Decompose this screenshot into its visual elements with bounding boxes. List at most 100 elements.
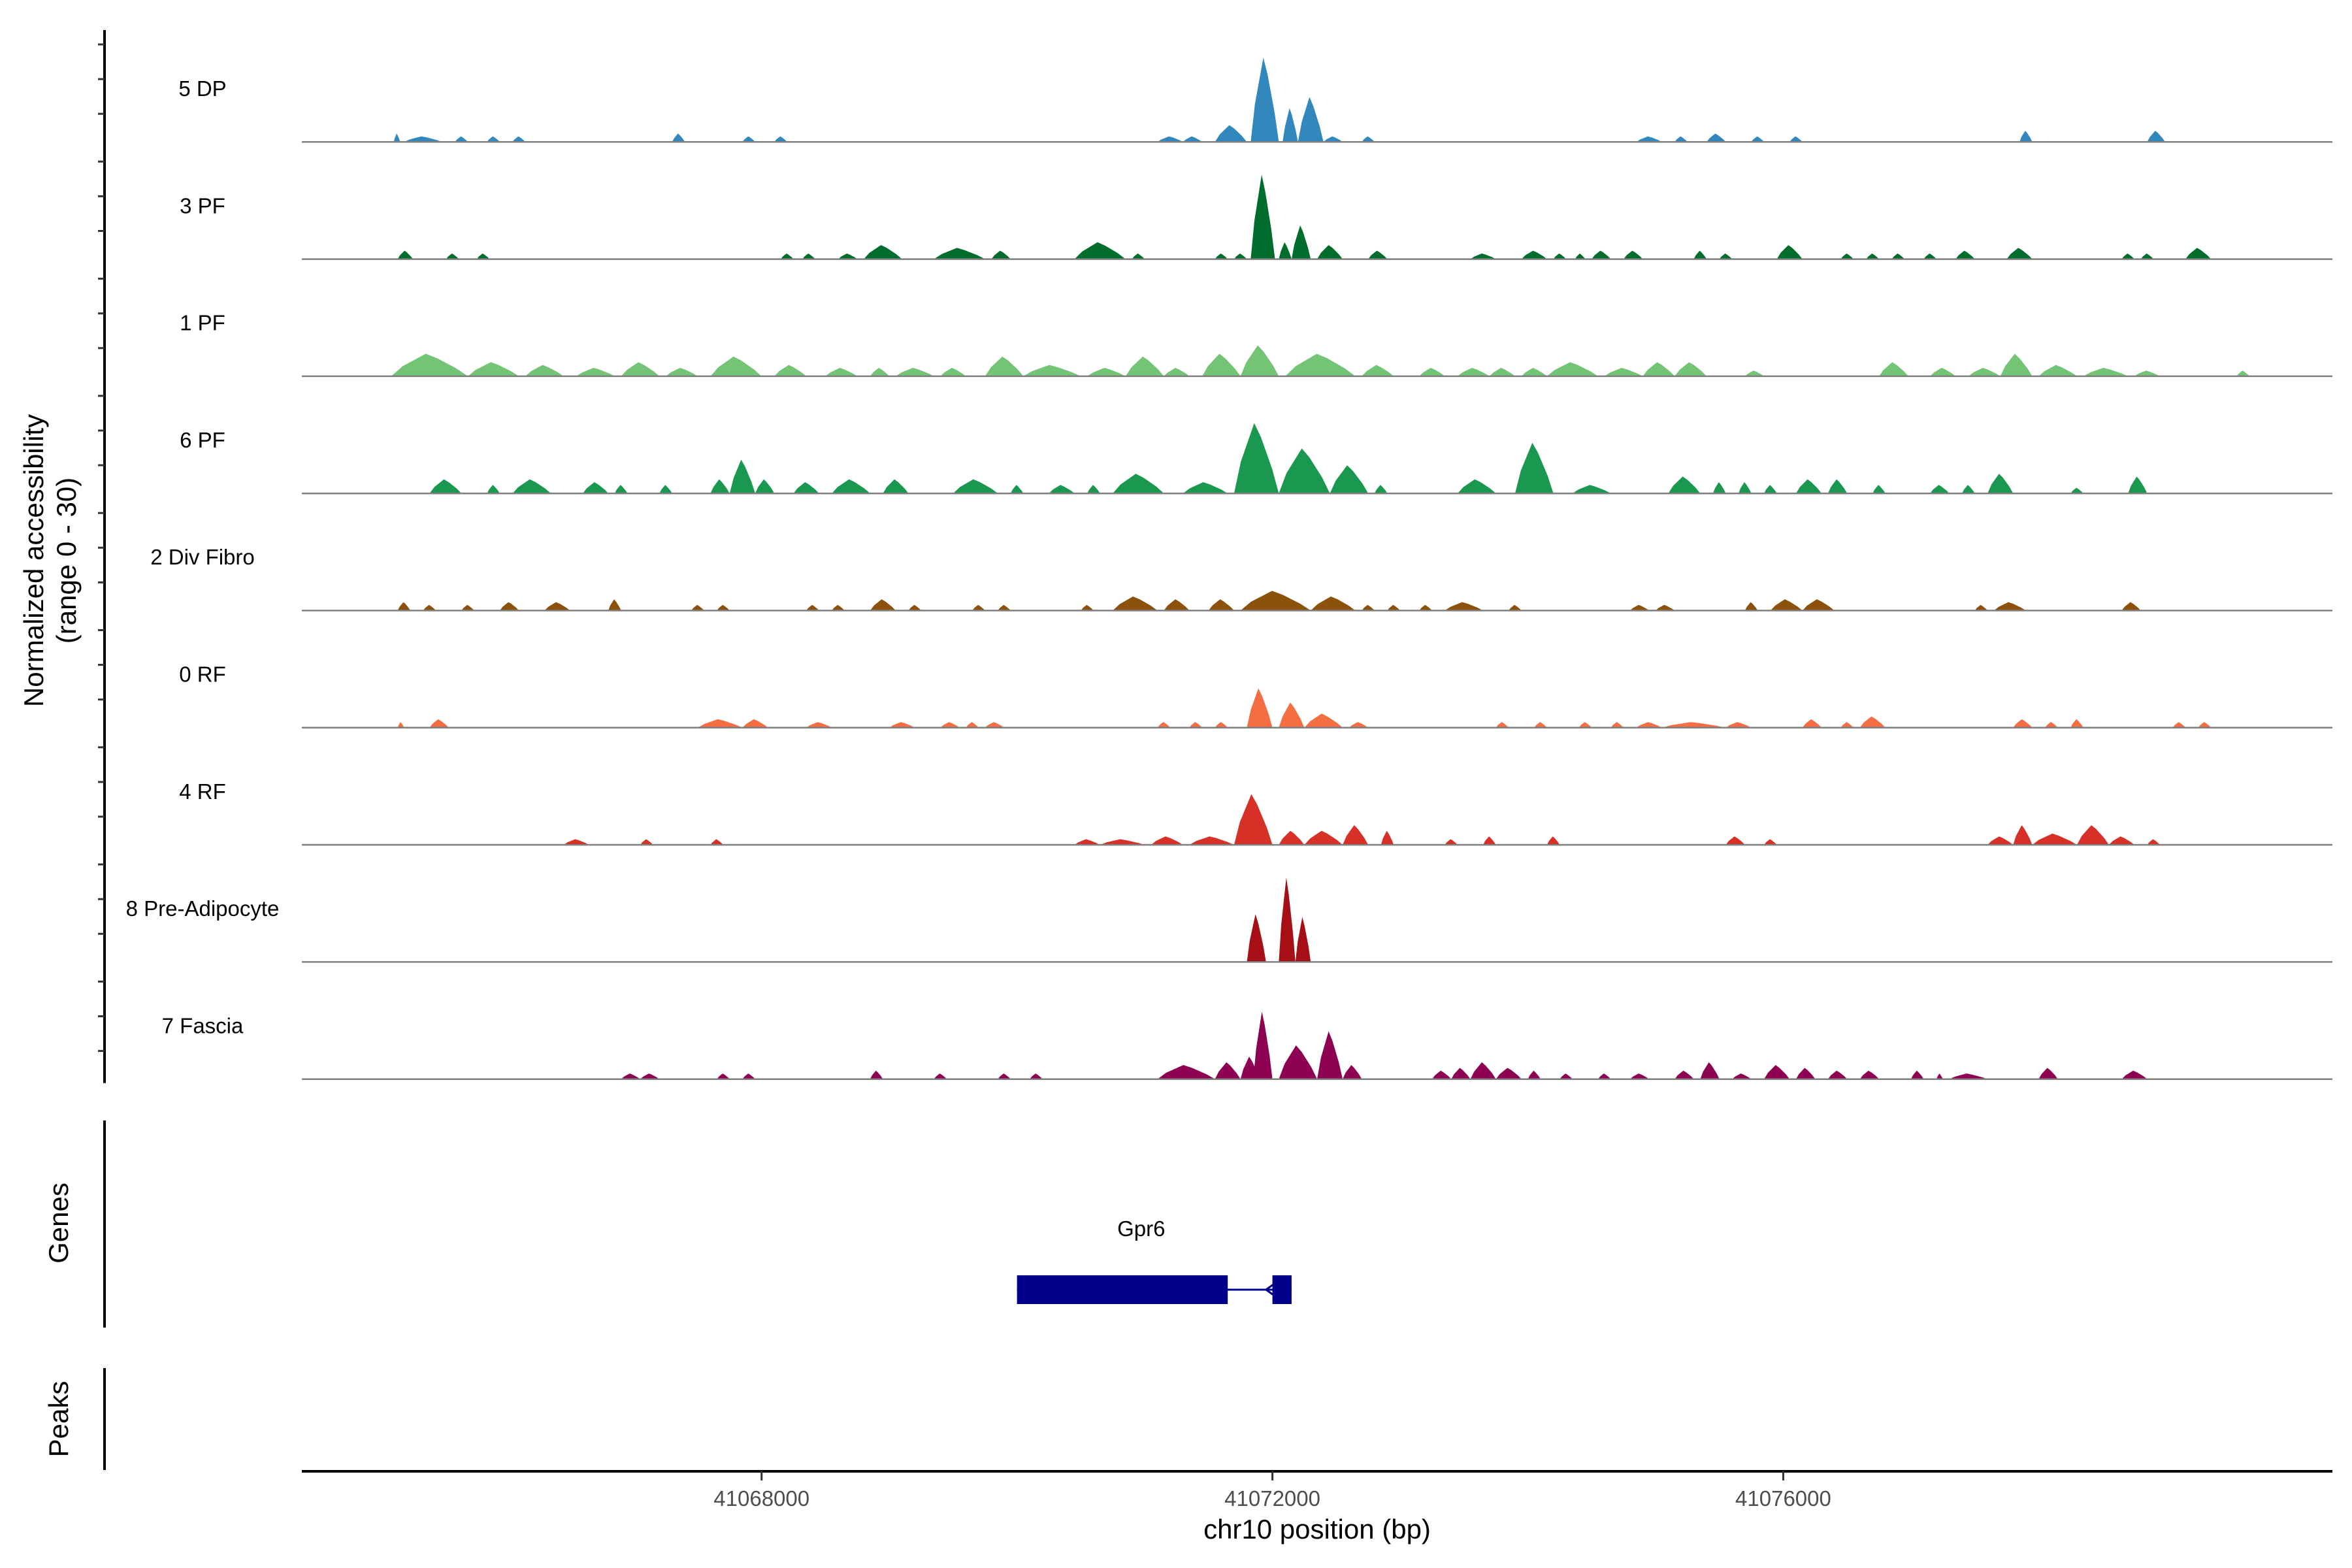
coverage-peak <box>1470 1062 1496 1079</box>
coverage-peak <box>614 485 628 494</box>
coverage-peak <box>2134 370 2161 376</box>
coverage-peak <box>985 722 1005 728</box>
coverage-peak <box>1202 353 1241 376</box>
genes-track-label: Genes <box>43 1183 74 1264</box>
coverage-peak <box>397 602 411 611</box>
coverage-peak <box>870 599 896 611</box>
coverage-peak <box>1279 242 1292 259</box>
coverage-peak <box>608 599 621 611</box>
coverage-peak <box>672 133 685 142</box>
coverage-peak <box>1891 253 1905 259</box>
coverage-peak <box>1495 1068 1522 1079</box>
coverage-peak <box>1348 722 1369 728</box>
coverage-peak <box>1693 250 1707 259</box>
gene-exon <box>1272 1275 1292 1304</box>
coverage-peak <box>1923 253 1937 259</box>
peaks-panel: Peaks <box>43 1368 106 1470</box>
coverage-peak <box>544 602 570 611</box>
coverage-peak <box>2013 825 2033 845</box>
coverage-peak <box>621 1073 640 1079</box>
coverage-peak <box>1368 250 1388 259</box>
coverage-peak <box>889 722 915 728</box>
accessibility-tracks: 5 DP 3 PF 1 PF 6 PF 2 Div Fibro 0 RF 4 RF 8 Pre… <box>126 57 2332 1080</box>
coverage-peak <box>1700 1062 1720 1079</box>
coverage-peak <box>1247 688 1273 728</box>
coverage-peak <box>1049 485 1075 494</box>
coverage-peak <box>1233 423 1279 494</box>
coverage-peak <box>1546 362 1599 376</box>
coverage-peak <box>391 353 468 376</box>
coverage-peak <box>1125 356 1164 376</box>
coverage-peak <box>1030 1073 1043 1079</box>
coverage-peak <box>1930 485 1950 494</box>
coverage-peak <box>710 479 730 494</box>
coverage-peak <box>991 250 1011 259</box>
coverage-peak <box>1183 136 1203 142</box>
coverage-peak <box>429 479 462 494</box>
coverage-peak <box>1796 1068 1816 1079</box>
gene-models: Gpr6 <box>1017 1217 1292 1304</box>
x-tick-label: 41068000 <box>713 1486 809 1511</box>
coverage-peak <box>1514 442 1554 494</box>
coverage-peak <box>1674 1070 1694 1079</box>
coverage-peak <box>1987 836 2014 845</box>
coverage-peak <box>576 367 615 376</box>
coverage-peak <box>1189 836 1234 845</box>
x-tick-label: 41076000 <box>1735 1486 1831 1511</box>
coverage-peak <box>1642 362 1675 376</box>
coverage-peak <box>2006 248 2033 259</box>
coverage-peak <box>1081 604 1094 611</box>
coverage-peak <box>1872 485 1886 494</box>
coverage-peak <box>1707 133 1726 142</box>
coverage-peak <box>2032 833 2078 845</box>
coverage-peak <box>1930 367 1956 376</box>
peaks-track-label: Peaks <box>43 1381 74 1458</box>
coverage-peak <box>774 136 787 142</box>
coverage-peak <box>870 1070 883 1079</box>
coverage-peak <box>1419 367 1445 376</box>
coverage-peak <box>774 365 807 376</box>
coverage-peak <box>1802 719 1822 728</box>
coverage-peak <box>487 136 500 142</box>
track-label: 6 PF <box>180 428 225 452</box>
coverage-peak <box>934 248 985 259</box>
coverage-peak <box>1298 97 1324 142</box>
strand-arrow-icon <box>1264 1282 1276 1298</box>
coverage-peak <box>1592 250 1611 259</box>
coverage-peak <box>1215 253 1228 259</box>
coverage-peak <box>1285 353 1356 376</box>
coverage-peak <box>2121 1070 2148 1079</box>
coverage-peak <box>697 719 743 728</box>
coverage-peak <box>1725 836 1745 845</box>
coverage-peak <box>1578 722 1592 728</box>
coverage-peak <box>2038 1068 2058 1079</box>
coverage-peak <box>1113 474 1164 494</box>
gene-gpr6: Gpr6 <box>1017 1217 1292 1304</box>
coverage-peak <box>966 722 979 728</box>
coverage-peak <box>755 479 775 494</box>
coverage-peak <box>1295 917 1311 962</box>
coverage-peak <box>1661 722 1726 728</box>
track-1-pf: 1 PF <box>180 311 2332 378</box>
coverage-peak <box>1802 599 1835 611</box>
coverage-peak <box>2070 487 2083 494</box>
coverage-peak <box>1317 245 1343 259</box>
coverage-peak <box>742 136 755 142</box>
gene-name-label: Gpr6 <box>1117 1217 1165 1241</box>
track-2-div-fibro: 2 Div Fibro <box>150 545 2332 612</box>
coverage-peak <box>2185 248 2212 259</box>
coverage-peak <box>1764 485 1777 494</box>
coverage-peak <box>895 367 934 376</box>
x-axis-title: chr10 position (bp) <box>1203 1514 1431 1544</box>
coverage-peak <box>397 722 404 728</box>
coverage-peak <box>1279 448 1330 494</box>
coverage-peak <box>2121 253 2135 259</box>
coverage-peak <box>1610 722 1624 728</box>
coverage-peak <box>1279 877 1296 962</box>
coverage-peak <box>1776 245 1803 259</box>
coverage-peak <box>1712 482 1726 494</box>
coverage-peak <box>1240 345 1279 376</box>
coverage-peak <box>1282 108 1298 142</box>
coverage-peak <box>1233 794 1273 845</box>
coverage-peak <box>1534 722 1547 728</box>
